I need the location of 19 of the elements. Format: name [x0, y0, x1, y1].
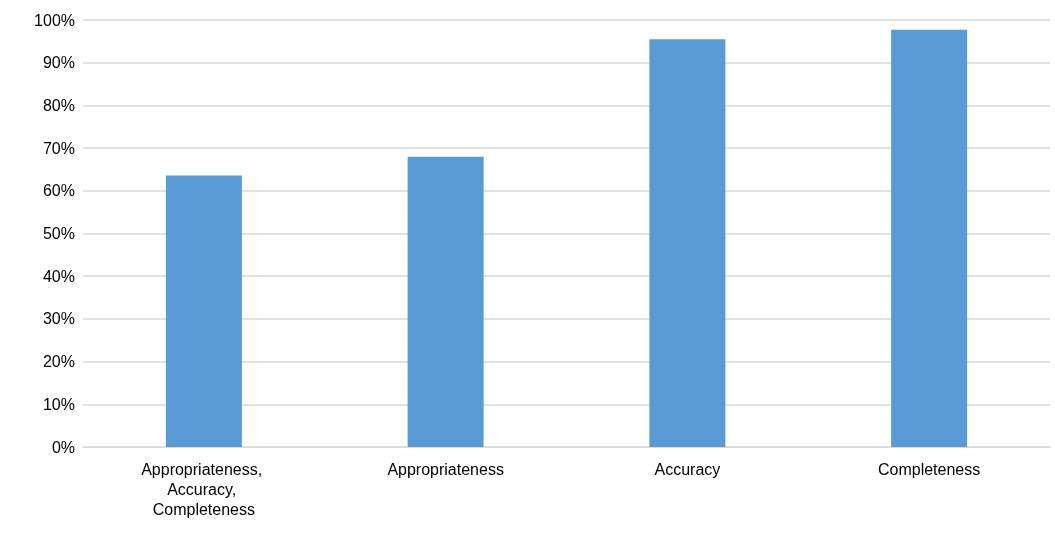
bar: [165, 175, 242, 447]
y-tick-label: 20%: [42, 353, 75, 371]
y-tick-label: 70%: [42, 139, 75, 157]
bar: [407, 156, 484, 447]
y-tick-label: 90%: [42, 54, 75, 72]
y-tick-label: 100%: [34, 11, 75, 29]
y-tick-label: 80%: [42, 96, 75, 114]
y-tick-label: 0%: [51, 438, 75, 456]
y-tick-label: 40%: [42, 267, 75, 285]
y-tick-label: 60%: [42, 182, 75, 200]
y-tick-label: 10%: [42, 395, 75, 413]
x-tick-label: Accuracy: [654, 460, 721, 478]
y-tick-label: 30%: [42, 310, 75, 328]
bar: [891, 29, 968, 447]
x-tick-label: Appropriateness, Accuracy, Completeness: [141, 460, 267, 518]
x-tick-label: Completeness: [877, 460, 981, 478]
x-tick-label: Appropriateness: [387, 460, 504, 478]
bar: [649, 39, 726, 447]
y-tick-label: 50%: [42, 225, 75, 242]
